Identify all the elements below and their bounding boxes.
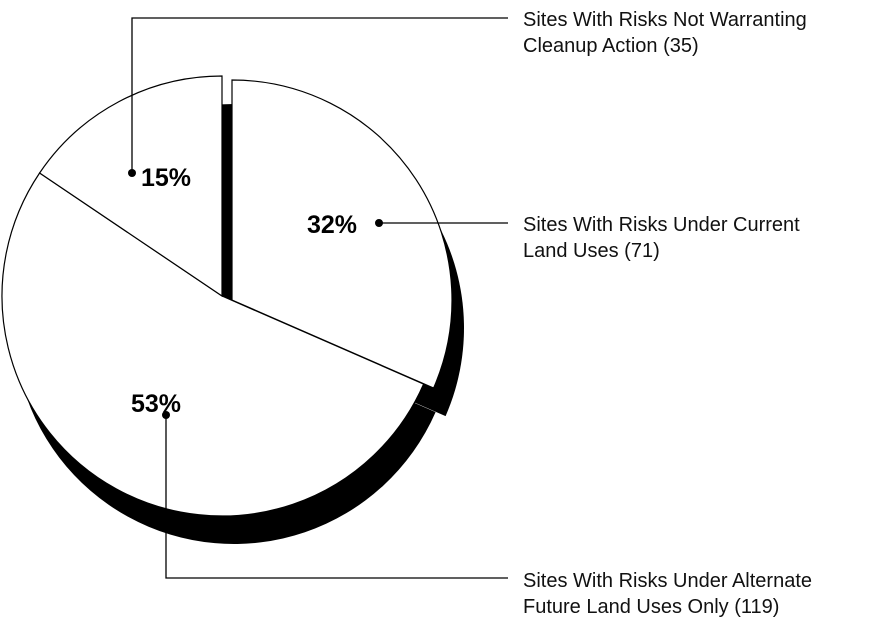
- slice-current-land-uses: [231, 79, 453, 389]
- callout-dots: [128, 169, 383, 419]
- percent-label-current: 32%: [307, 211, 357, 239]
- pie-face-layer: [1, 75, 453, 517]
- callout-lines: [131, 17, 508, 579]
- slice-label-alternate-line1: Sites With Risks Under Alternate: [523, 570, 812, 592]
- slice-label-not-warranting-line1: Sites With Risks Not Warranting: [523, 9, 807, 31]
- slice-label-current-line1: Sites With Risks Under Current: [523, 214, 800, 236]
- callout-line-not-warranting: [131, 17, 508, 173]
- callout-dot-not-warranting: [128, 169, 136, 177]
- slice-alternate-future-uses: [1, 172, 425, 517]
- slice-label-alternate-line2: Future Land Uses Only (119): [523, 596, 779, 618]
- percent-label-not-warranting: 15%: [141, 164, 191, 192]
- slice-not-warranting-cleanup: [38, 75, 223, 298]
- slice-label-current-line2: Land Uses (71): [523, 240, 660, 262]
- callout-line-alternate: [165, 415, 508, 579]
- callout-dot-current: [375, 219, 383, 227]
- slice-label-not-warranting-line2: Cleanup Action (35): [523, 35, 699, 57]
- percent-label-alternate: 53%: [131, 390, 181, 418]
- callout-dot-alternate: [162, 411, 170, 419]
